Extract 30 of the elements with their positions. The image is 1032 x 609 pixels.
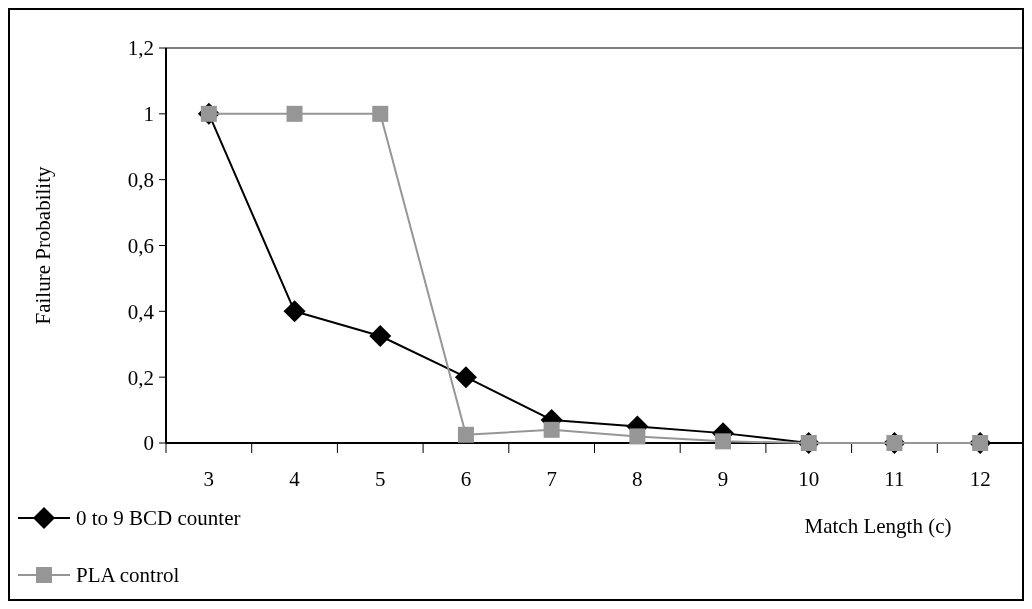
y-axis-title: Failure Probability bbox=[31, 165, 55, 325]
y-tick-label: 0,8 bbox=[127, 168, 154, 193]
x-tick-label: 12 bbox=[969, 467, 991, 491]
x-tick-label: 4 bbox=[289, 467, 301, 491]
x-tick-label: 6 bbox=[460, 467, 472, 491]
x-tick-label: 10 bbox=[798, 467, 820, 491]
x-axis-title: Match Length (c) bbox=[804, 514, 952, 538]
y-tick-label: 0,2 bbox=[127, 365, 154, 390]
point bbox=[286, 105, 303, 122]
x-tick-label: 3 bbox=[203, 467, 215, 491]
point bbox=[457, 426, 474, 443]
y-tick-label: 0,4 bbox=[127, 299, 155, 324]
x-tick-label: 8 bbox=[632, 467, 643, 491]
point bbox=[454, 366, 477, 389]
point bbox=[715, 433, 732, 450]
point bbox=[283, 300, 306, 323]
point bbox=[369, 325, 392, 348]
point bbox=[372, 105, 389, 122]
point bbox=[629, 428, 646, 445]
y-tick-label: 1 bbox=[143, 102, 154, 127]
x-tick-label: 9 bbox=[717, 467, 729, 491]
point bbox=[543, 421, 560, 438]
y-tick-label: 0 bbox=[143, 431, 154, 456]
legend-label: PLA control bbox=[76, 563, 180, 588]
legend-label: 0 to 9 BCD counter bbox=[76, 506, 241, 531]
x-tick-label: 5 bbox=[375, 467, 386, 491]
x-tick-label: 7 bbox=[546, 467, 557, 491]
y-tick-label: 1,2 bbox=[127, 36, 154, 61]
y-tick-label: 0,6 bbox=[127, 233, 154, 258]
x-tick-label: 11 bbox=[884, 467, 905, 491]
